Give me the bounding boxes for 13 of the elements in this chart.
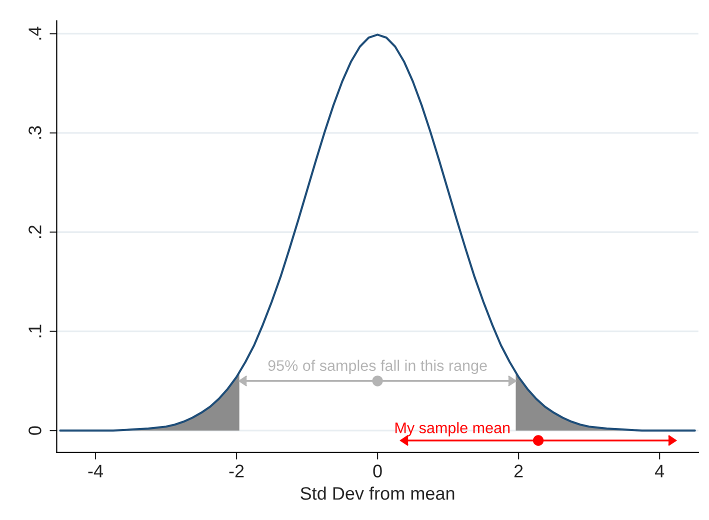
y-tick-label: .3 [28,126,42,139]
y-tick-label: 0 [28,426,42,435]
annotation: My sample mean [395,422,510,436]
x-tick-label: 0 [373,464,382,478]
annotation: 95% of samples fall in this range [268,360,487,374]
x-tick-label: -2 [229,464,244,478]
x-tick-label: 4 [654,464,664,478]
y-tick-label: .4 [28,26,42,40]
y-tick-label: .1 [28,324,42,338]
x-axis-title: Std Dev from mean [300,486,454,500]
y-tick-label: .2 [28,226,42,238]
x-tick-label: 2 [514,464,523,478]
x-tick-label: -4 [88,464,103,478]
